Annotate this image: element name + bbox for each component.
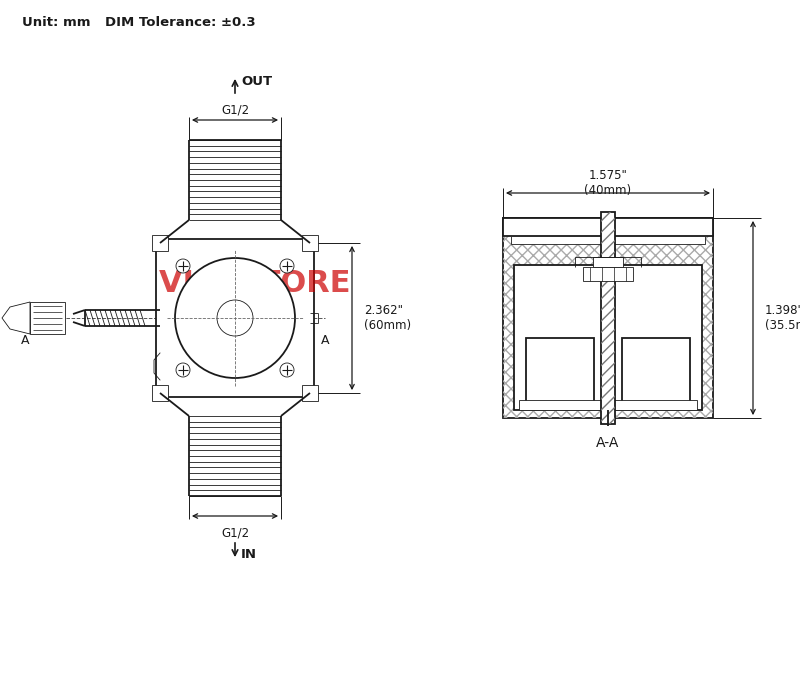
Text: OUT: OUT: [241, 75, 272, 88]
Bar: [511, 236, 705, 244]
Circle shape: [217, 300, 253, 336]
Text: G1/2: G1/2: [221, 104, 249, 117]
Polygon shape: [2, 302, 30, 334]
Text: A: A: [321, 333, 330, 346]
Circle shape: [280, 363, 294, 377]
Bar: [152, 385, 168, 401]
Text: IN: IN: [241, 548, 257, 561]
Bar: [302, 235, 318, 251]
Bar: [593, 257, 623, 267]
Circle shape: [176, 259, 190, 273]
Text: G1/2: G1/2: [221, 526, 249, 539]
Bar: [503, 218, 713, 418]
Bar: [601, 212, 615, 424]
Circle shape: [175, 258, 295, 378]
Text: DIM Tolerance: ±0.3: DIM Tolerance: ±0.3: [105, 16, 256, 29]
Bar: [503, 218, 713, 418]
Bar: [302, 385, 318, 401]
Text: Unit: mm: Unit: mm: [22, 16, 90, 29]
Text: VIC  STORE: VIC STORE: [159, 268, 350, 298]
FancyBboxPatch shape: [156, 239, 314, 397]
Text: A: A: [21, 333, 30, 346]
Bar: [526, 338, 594, 406]
Bar: [622, 338, 690, 406]
Bar: [30, 302, 65, 334]
Bar: [503, 218, 713, 236]
Text: A-A: A-A: [596, 436, 620, 450]
Bar: [152, 235, 168, 251]
Bar: [583, 267, 633, 281]
Circle shape: [176, 363, 190, 377]
Bar: [601, 212, 615, 424]
Bar: [519, 400, 697, 410]
Circle shape: [280, 259, 294, 273]
Text: 2.362"
(60mm): 2.362" (60mm): [364, 304, 411, 332]
Bar: [514, 265, 702, 410]
Text: 1.398"
(35.5mm): 1.398" (35.5mm): [765, 304, 800, 332]
Text: 1.575"
(40mm): 1.575" (40mm): [585, 169, 631, 197]
